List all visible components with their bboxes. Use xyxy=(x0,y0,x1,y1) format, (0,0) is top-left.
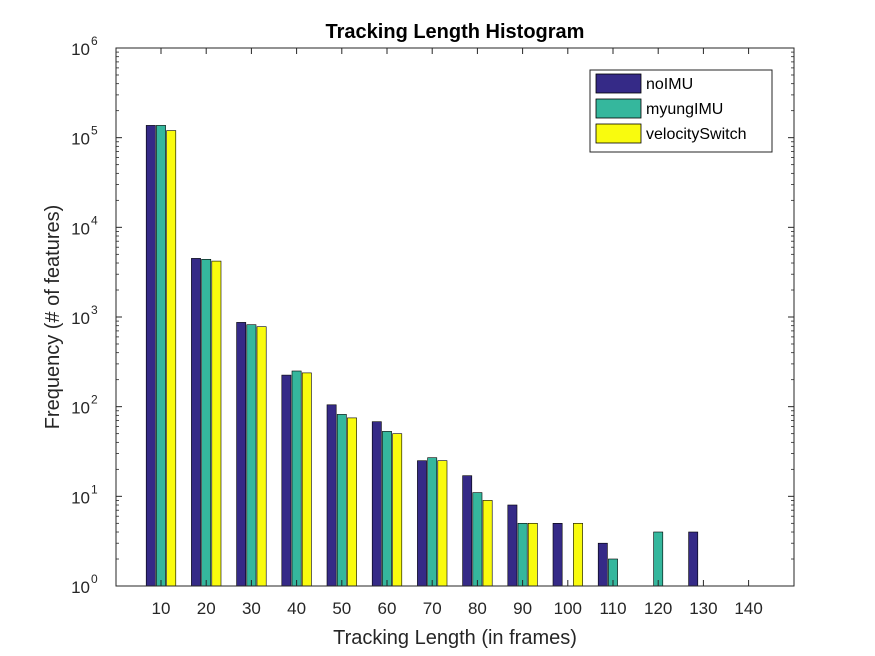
x-tick-label: 120 xyxy=(644,599,672,618)
legend: noIMU myungIMU velocitySwitch xyxy=(589,69,773,153)
bar-myungIMU-70 xyxy=(427,457,438,587)
legend-label-myungIMU: myungIMU xyxy=(646,101,723,118)
bar-noIMU-130 xyxy=(688,531,699,587)
y-tick-label: 10 xyxy=(71,40,90,59)
bar-noIMU-80 xyxy=(462,475,473,587)
bar-noIMU-10 xyxy=(145,125,156,587)
x-tick-label: 30 xyxy=(242,599,261,618)
bar-noIMU-60 xyxy=(371,421,382,587)
bar-velocitySwitch-50 xyxy=(347,417,357,587)
bar-myungIMU-60 xyxy=(382,431,392,587)
bar-velocitySwitch-100 xyxy=(573,522,583,587)
x-axis-label: Tracking Length (in frames) xyxy=(333,627,577,649)
y-tick-label: 10 xyxy=(71,219,90,238)
legend-swatch-myungIMU xyxy=(595,98,642,119)
x-tick-label: 20 xyxy=(197,599,216,618)
x-tick-label: 60 xyxy=(378,599,397,618)
chart-title: Tracking Length Histogram xyxy=(326,21,585,43)
bar-myungIMU-10 xyxy=(156,125,166,587)
y-tick-exponent: 2 xyxy=(91,393,98,407)
bar-noIMU-30 xyxy=(236,322,247,587)
x-tick-label: 100 xyxy=(554,599,582,618)
y-tick-label: 10 xyxy=(71,488,90,507)
y-tick-label: 10 xyxy=(71,399,90,418)
x-tick-label: 50 xyxy=(332,599,351,618)
x-tick-label: 140 xyxy=(734,599,762,618)
bar-noIMU-40 xyxy=(281,374,292,587)
bar-velocitySwitch-40 xyxy=(301,372,312,587)
bar-velocitySwitch-30 xyxy=(256,326,267,587)
y-tick-exponent: 0 xyxy=(91,572,98,586)
x-tick-label: 130 xyxy=(689,599,717,618)
bar-velocitySwitch-80 xyxy=(482,500,493,587)
x-tick-label: 80 xyxy=(468,599,487,618)
x-tick-label: 10 xyxy=(152,599,171,618)
bar-myungIMU-90 xyxy=(517,522,528,587)
bar-noIMU-90 xyxy=(507,504,518,587)
y-axis-label: Frequency (# of features) xyxy=(42,205,64,430)
y-tick-exponent: 1 xyxy=(91,482,98,496)
bar-velocitySwitch-10 xyxy=(166,130,177,587)
x-tick-label: 110 xyxy=(599,599,626,618)
bar-noIMU-20 xyxy=(191,258,201,587)
y-tick-label: 10 xyxy=(71,578,90,597)
bar-myungIMU-50 xyxy=(336,414,347,587)
bar-myungIMU-120 xyxy=(653,531,664,587)
bar-noIMU-110 xyxy=(597,542,608,587)
x-tick-label: 90 xyxy=(513,599,532,618)
legend-label-velocitySwitch: velocitySwitch xyxy=(646,126,746,143)
legend-swatch-noIMU xyxy=(595,73,642,94)
legend-swatch-velocitySwitch xyxy=(595,123,642,144)
bar-myungIMU-30 xyxy=(246,324,257,587)
x-tick-label: 40 xyxy=(287,599,306,618)
y-tick-exponent: 3 xyxy=(91,303,98,317)
x-tick-label: 70 xyxy=(423,599,442,618)
y-tick-exponent: 6 xyxy=(91,34,98,48)
bar-myungIMU-80 xyxy=(472,492,483,587)
bar-velocitySwitch-90 xyxy=(527,522,538,587)
legend-items: noIMU myungIMU velocitySwitch xyxy=(595,73,746,144)
bar-velocitySwitch-70 xyxy=(437,460,448,587)
legend-label-noIMU: noIMU xyxy=(646,76,693,93)
bar-noIMU-100 xyxy=(552,522,563,587)
bar-velocitySwitch-60 xyxy=(392,433,403,587)
y-tick-exponent: 5 xyxy=(91,124,98,138)
bar-noIMU-70 xyxy=(417,460,427,587)
bar-noIMU-50 xyxy=(326,404,337,587)
y-tick-label: 10 xyxy=(71,130,90,149)
bar-myungIMU-40 xyxy=(291,370,302,587)
y-tick-exponent: 4 xyxy=(91,213,98,227)
bar-velocitySwitch-20 xyxy=(211,260,222,587)
y-tick-label: 10 xyxy=(71,309,90,328)
bar-myungIMU-20 xyxy=(201,258,212,587)
